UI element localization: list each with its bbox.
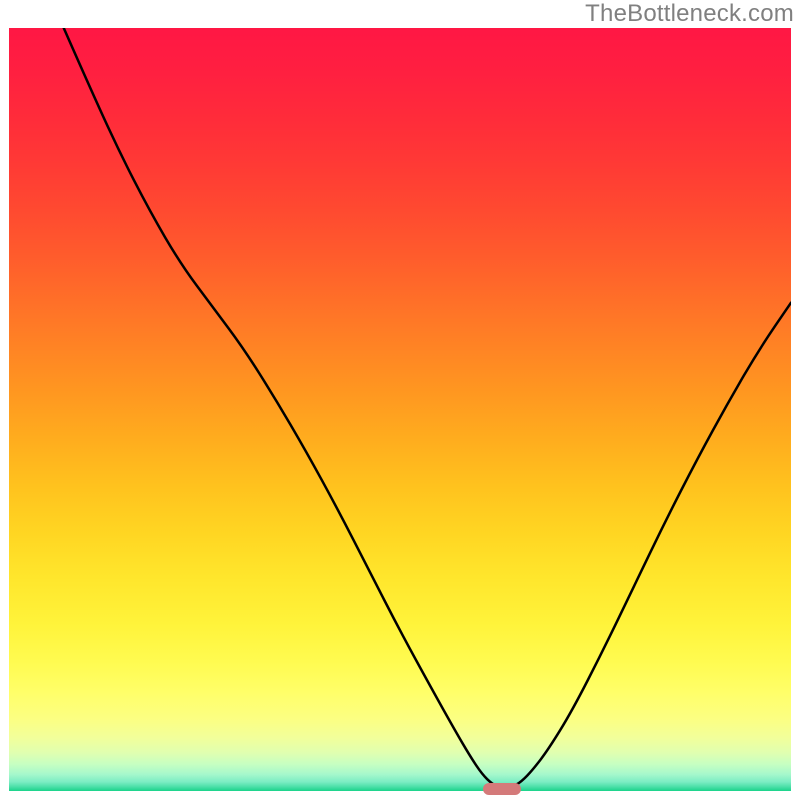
chart-background xyxy=(9,28,791,791)
curve-minimum-marker xyxy=(483,783,521,795)
bottleneck-chart xyxy=(9,28,791,791)
watermark-text: TheBottleneck.com xyxy=(585,0,794,28)
chart-plot-area xyxy=(9,28,791,791)
